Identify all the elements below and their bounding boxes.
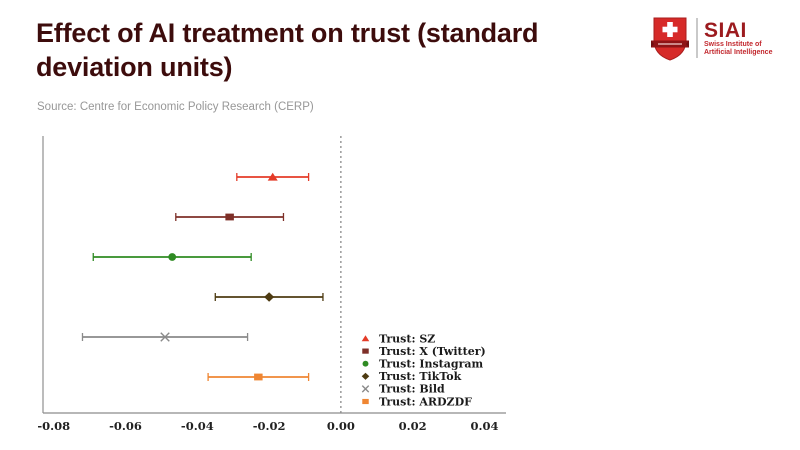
page-title: Effect of AI treatment on trust (standar…	[36, 16, 636, 84]
logo-acronym: SIAI	[704, 18, 747, 42]
legend-marker	[362, 348, 369, 354]
x-tick-label: -0.02	[253, 419, 286, 433]
source-caption: Source: Centre for Economic Policy Resea…	[37, 101, 314, 113]
legend-marker	[361, 385, 370, 393]
page-title-line-1: Effect of AI treatment on trust (standar…	[36, 18, 539, 48]
logo-subtitle-line-1: Swiss Institute of	[704, 40, 762, 48]
forest-plot: -0.08 -0.06 -0.04 -0.02 0.00 0.02 0.04 Trust: S…	[37, 136, 506, 433]
x-tick-label: -0.08	[37, 419, 70, 433]
logo-subtitle-line-2: Artificial Intelligence	[704, 48, 773, 56]
legend-marker	[361, 372, 370, 380]
point-marker	[160, 332, 170, 342]
x-tick-label: 0.04	[470, 419, 498, 433]
siai-logo: SIAI Swiss Institute of Artificial Intel…	[650, 13, 795, 63]
legend-label: Trust: TikTok	[379, 370, 462, 383]
point-marker	[168, 253, 177, 261]
point-marker	[254, 373, 263, 381]
legend-marker	[362, 360, 369, 367]
logo-divider	[696, 18, 698, 58]
x-tick-label: 0.02	[399, 419, 427, 433]
point-marker	[264, 292, 275, 302]
point-marker	[225, 213, 234, 221]
swiss-shield-icon	[651, 17, 689, 61]
legend-label: Trust: Instagram	[379, 358, 484, 371]
legend-marker	[361, 335, 370, 342]
legend-label: Trust: X (Twitter)	[379, 345, 486, 358]
legend-marker	[362, 398, 369, 405]
legend-label: Trust: SZ	[379, 332, 435, 345]
x-tick-label: 0.00	[327, 419, 355, 433]
logo-text: SIAI Swiss Institute of Artificial Intel…	[704, 20, 772, 57]
x-tick-label: -0.06	[109, 419, 142, 433]
page-title-line-2: deviation units)	[36, 52, 233, 82]
point-marker	[267, 172, 278, 181]
legend-label: Trust: Bild	[379, 383, 445, 396]
x-tick-label: -0.04	[181, 419, 214, 433]
legend-label: Trust: ARDZDF	[379, 395, 472, 408]
